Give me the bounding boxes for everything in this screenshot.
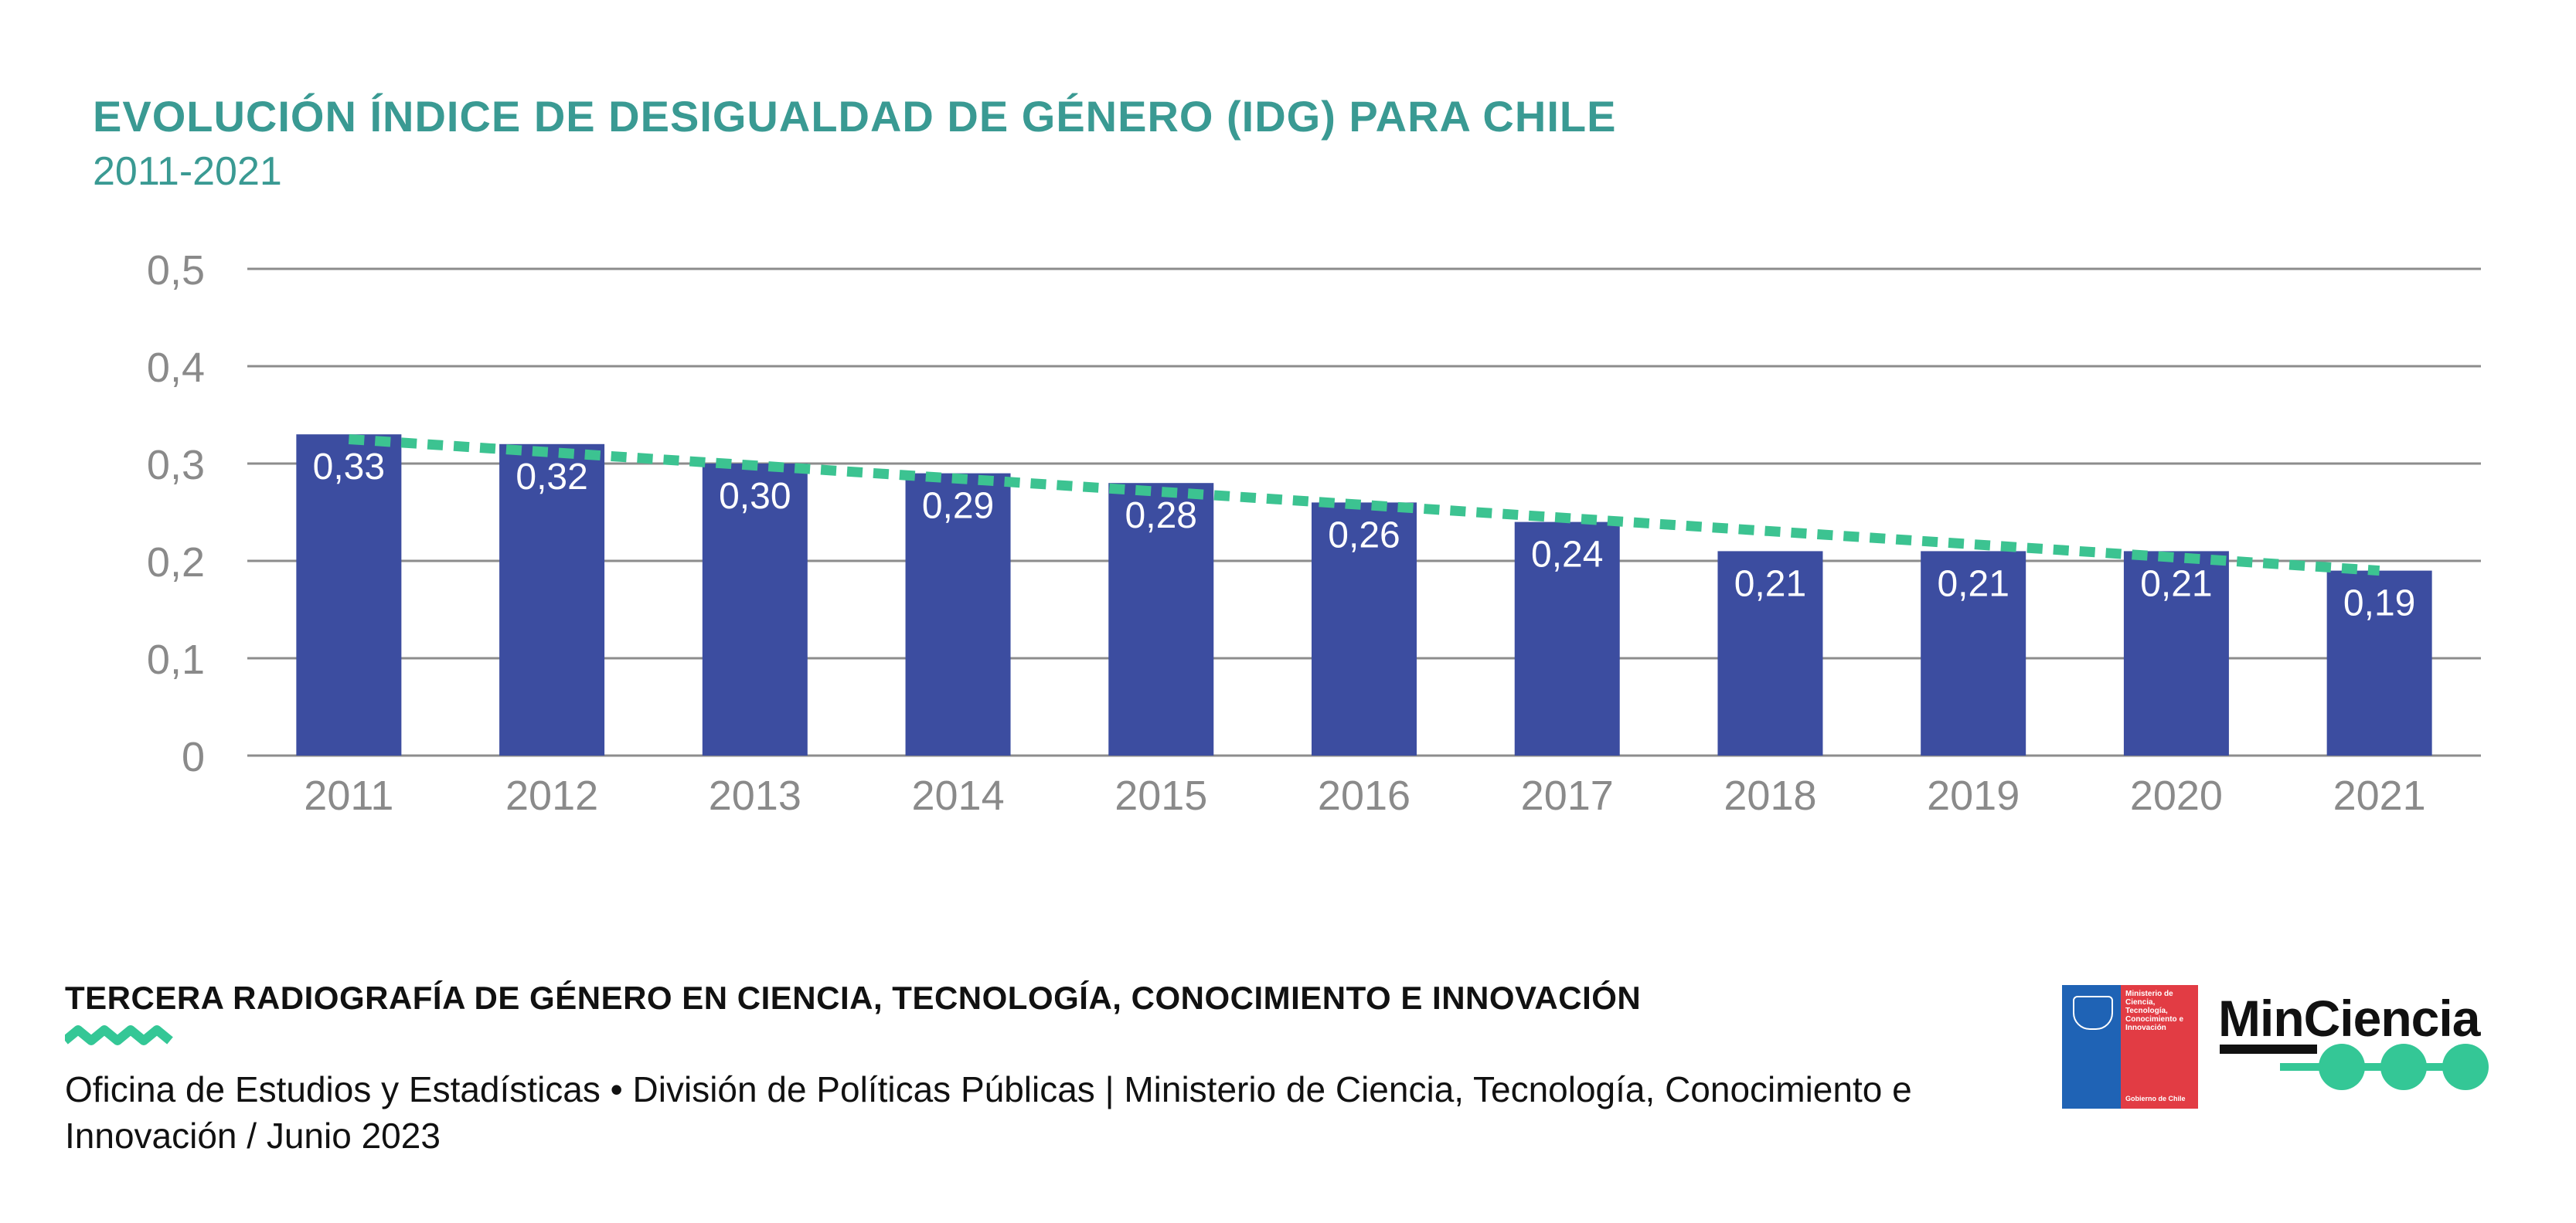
chart-title: EVOLUCIÓN ÍNDICE DE DESIGUALDAD DE GÉNER… <box>93 92 1617 141</box>
data-label: 0,28 <box>1125 495 1197 536</box>
footer-title: TERCERA RADIOGRAFÍA DE GÉNERO EN CIENCIA… <box>65 980 1642 1016</box>
bar <box>2123 551 2229 756</box>
data-label: 0,26 <box>1328 515 1400 555</box>
bar <box>1514 521 1620 756</box>
gov-logo-sub: Gobierno de Chile <box>2125 1095 2186 1102</box>
y-tick-label: 0,1 <box>147 637 205 683</box>
data-label: 0,24 <box>1531 535 1603 576</box>
chart-subtitle: 2011-2021 <box>93 149 282 194</box>
data-label: 0,21 <box>2140 563 2212 604</box>
y-tick-label: 0,3 <box>147 442 205 488</box>
crest-icon <box>2073 996 2113 1030</box>
bar <box>1921 551 2026 756</box>
bar <box>702 464 808 756</box>
y-tick-label: 0,2 <box>147 539 205 586</box>
bar <box>1312 502 1417 756</box>
dots-decoration-icon <box>2280 1044 2489 1090</box>
data-label: 0,32 <box>516 457 587 498</box>
x-tick-label: 2015 <box>1114 773 1207 819</box>
bar <box>905 473 1011 756</box>
x-tick-label: 2017 <box>1521 773 1614 819</box>
minciencia-underline <box>2220 1045 2317 1054</box>
bar <box>1108 483 1214 756</box>
data-label: 0,21 <box>1734 563 1806 604</box>
x-tick-label: 2018 <box>1724 773 1816 819</box>
data-label: 0,21 <box>1937 563 2009 604</box>
data-label: 0,30 <box>719 476 791 517</box>
bar <box>499 443 605 756</box>
wave-decoration <box>65 1025 173 1045</box>
data-label: 0,19 <box>2343 583 2415 624</box>
x-tick-label: 2011 <box>304 773 393 819</box>
footer-text: Oficina de Estudios y Estadísticas • Div… <box>65 1069 1912 1156</box>
data-label: 0,29 <box>922 486 994 527</box>
minciencia-text: MinCiencia <box>2218 990 2480 1047</box>
x-tick-label: 2019 <box>1927 773 2020 819</box>
gov-red-band <box>2121 985 2198 1109</box>
trendline <box>348 434 2380 576</box>
bar-chart: 0 0,1 0,2 0,3 0,4 0,5 0,33 2011 0,32 2012 0,30 2013… <box>147 247 2481 819</box>
y-tick-label: 0 <box>182 734 205 780</box>
y-tick-label: 0,4 <box>147 345 205 391</box>
x-tick-label: 2021 <box>2333 773 2426 819</box>
gov-logo-text: Ministerio de Ciencia, Tecnología, Conoc… <box>2125 990 2184 1032</box>
x-tick-label: 2012 <box>505 773 598 819</box>
minciencia-logo: MinCiencia <box>2218 989 2527 1113</box>
bar <box>2326 570 2432 756</box>
bar <box>296 434 402 756</box>
x-tick-label: 2020 <box>2130 773 2223 819</box>
y-tick-label: 0,5 <box>147 247 205 294</box>
x-tick-label: 2016 <box>1318 773 1411 819</box>
data-label: 0,33 <box>313 447 385 488</box>
gov-ministry-logo: Ministerio de Ciencia, Tecnología, Conoc… <box>2062 985 2198 1109</box>
x-tick-label: 2013 <box>709 773 801 819</box>
x-tick-label: 2014 <box>911 773 1004 819</box>
bar <box>1717 551 1823 756</box>
